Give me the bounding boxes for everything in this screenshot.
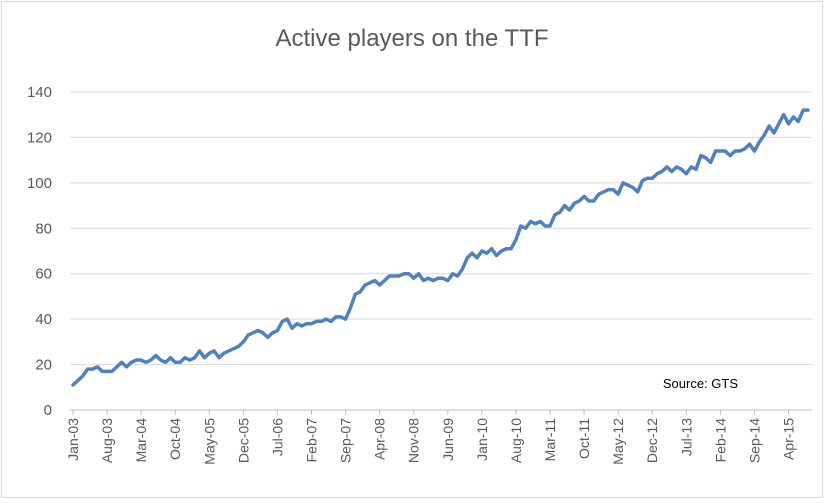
y-tick-label: 80 — [35, 220, 52, 237]
x-tick-label: May-05 — [201, 418, 217, 465]
plot — [71, 108, 810, 387]
x-tick-label: Dec-12 — [644, 418, 660, 463]
x-tick-label: Jan-03 — [65, 418, 81, 461]
x-tick-label: Feb-14 — [712, 418, 728, 463]
x-tick-label: Jul-13 — [678, 418, 694, 456]
x-tick-label: Jul-06 — [269, 418, 285, 456]
chart-title: Active players on the TTF — [276, 25, 549, 52]
x-tick-label: Nov-08 — [406, 418, 422, 463]
x-tick-label: Feb-07 — [304, 418, 320, 463]
x-tick-label: Oct-04 — [167, 418, 183, 460]
x-tick-label: Aug-10 — [508, 418, 524, 463]
x-tick-label: Jun-09 — [440, 418, 456, 461]
x-tick-label: Oct-11 — [576, 418, 592, 459]
y-tick-label: 0 — [44, 402, 52, 419]
x-tick-label: Mar-11 — [542, 418, 558, 462]
y-tick-label: 60 — [35, 266, 52, 283]
x-tick-label: May-12 — [610, 418, 626, 465]
grid: 0 20 40 60 80 100 120 140 Jan-03 Aug-03 Mar-04 Oct-… — [27, 84, 812, 465]
y-tick-label: 20 — [35, 357, 52, 374]
y-tick-label: 120 — [27, 129, 52, 146]
x-tick-label: Jan-10 — [474, 418, 490, 461]
x-tick-label: Sep-14 — [746, 418, 762, 463]
x-tick-label: Aug-03 — [99, 418, 115, 463]
line — [71, 108, 810, 387]
x-tick-label: Dec-05 — [235, 418, 251, 463]
y-tick-label: 100 — [27, 175, 52, 192]
y-tick-label: 140 — [27, 84, 52, 101]
x-tick-label: Apr-08 — [372, 418, 388, 460]
x-tick-label: Apr-15 — [781, 418, 797, 460]
x-tick-label: Sep-07 — [338, 418, 354, 463]
annotation: Source: GTS — [663, 376, 738, 391]
x-tick-label: Mar-04 — [133, 418, 149, 463]
y-tick-label: 40 — [35, 311, 52, 328]
